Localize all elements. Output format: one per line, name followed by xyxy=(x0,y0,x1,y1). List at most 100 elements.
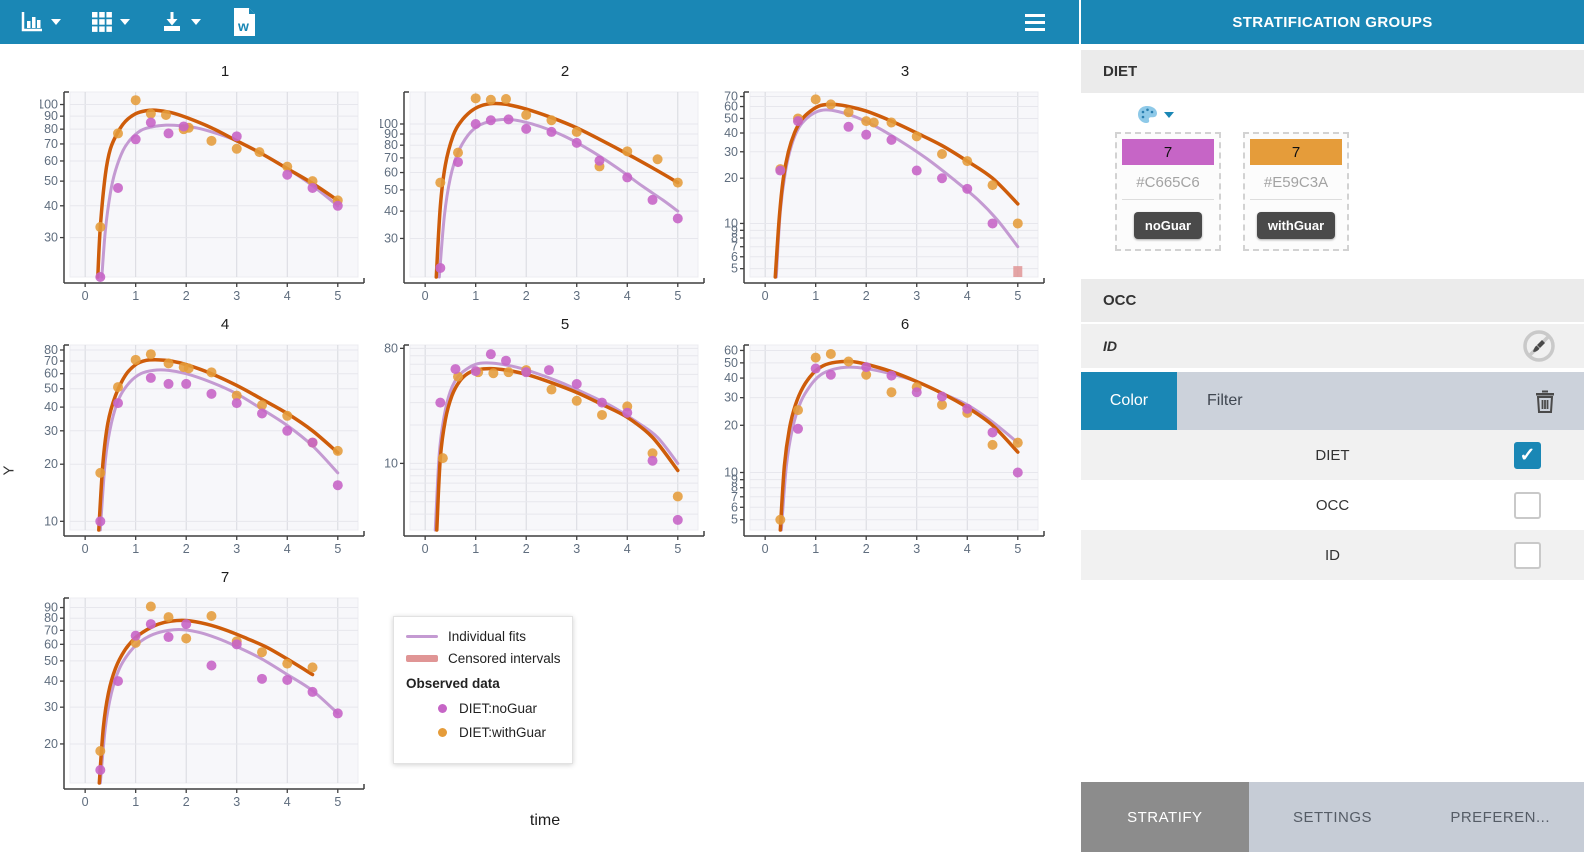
no-color-icon[interactable] xyxy=(1520,327,1558,365)
observed-withGuar xyxy=(95,95,343,233)
svg-text:60: 60 xyxy=(384,166,398,180)
trash-icon[interactable] xyxy=(1534,389,1556,413)
grid xyxy=(750,92,1038,277)
svg-text:80: 80 xyxy=(44,122,58,136)
chevron-down-icon xyxy=(191,19,201,25)
plot-legend: Individual fits Censored intervals Obser… xyxy=(393,616,573,764)
svg-text:70: 70 xyxy=(44,137,58,151)
censored-interval-marker xyxy=(1013,266,1023,277)
subplot-1: 1 30 40 50 60 70 80 90 100 0 1 2 3 4 5 xyxy=(37,56,380,309)
export-menu[interactable] xyxy=(160,11,201,33)
download-icon xyxy=(164,12,180,31)
plot-canvas[interactable]: 10 80 0 1 2 3 4 5 xyxy=(380,341,710,556)
group-label-button-noGuar[interactable]: noGuar xyxy=(1133,212,1203,239)
chevron-down-icon xyxy=(120,19,130,25)
legend-group-noGuar: DIET:noGuar xyxy=(438,701,562,716)
svg-text:5: 5 xyxy=(334,542,341,556)
plot-toolbar: w xyxy=(0,0,1079,44)
svg-text:5: 5 xyxy=(674,542,681,556)
word-export-button[interactable]: w xyxy=(231,7,257,37)
svg-text:50: 50 xyxy=(44,654,58,668)
menu-icon[interactable] xyxy=(1025,13,1045,31)
svg-text:8: 8 xyxy=(731,231,738,245)
svg-text:3: 3 xyxy=(233,542,240,556)
svg-text:7: 7 xyxy=(731,240,738,254)
svg-text:0: 0 xyxy=(82,542,89,556)
fit-curve-withGuar xyxy=(97,358,340,532)
group-label-button-withGuar[interactable]: withGuar xyxy=(1256,212,1336,239)
svg-text:10: 10 xyxy=(44,514,58,528)
observed-noGuar xyxy=(435,114,683,273)
svg-text:7: 7 xyxy=(731,490,738,504)
svg-text:4: 4 xyxy=(284,289,291,303)
svg-text:0: 0 xyxy=(82,289,89,303)
section-diet[interactable]: DIET xyxy=(1081,50,1584,93)
subplot-title: 5 xyxy=(560,316,570,333)
subplot-6: 6 5 6 7 8 9 10 20 30 40 50 60 0 1 2 3 4 5 xyxy=(720,309,1060,562)
svg-text:40: 40 xyxy=(724,371,738,385)
group-color-swatch[interactable]: 7 xyxy=(1122,139,1214,165)
chevron-down-icon xyxy=(1164,111,1174,118)
svg-text:5: 5 xyxy=(731,513,738,527)
bar-chart-icon xyxy=(21,12,42,32)
checkbox-diet[interactable] xyxy=(1514,441,1541,469)
svg-text:0: 0 xyxy=(762,542,769,556)
checkbox-id[interactable] xyxy=(1514,541,1541,569)
y-axis-label: Y xyxy=(0,465,18,476)
observed-noGuar xyxy=(435,349,683,525)
chart-type-menu[interactable] xyxy=(20,11,61,33)
svg-text:30: 30 xyxy=(384,231,398,245)
svg-text:9: 9 xyxy=(731,223,738,237)
observed-withGuar xyxy=(95,601,318,757)
chevron-down-icon xyxy=(51,19,61,25)
svg-text:50: 50 xyxy=(44,174,58,188)
layout-menu[interactable] xyxy=(91,11,130,33)
subplot-grid: 1 30 40 50 60 70 80 90 100 0 1 2 3 4 5 2 30 40 50 60 70 80 90 1… xyxy=(37,56,1060,815)
svg-text:4: 4 xyxy=(964,289,971,303)
subplot-title: 2 xyxy=(560,63,570,80)
group-card-withGuar: 7 #E59C3A withGuar xyxy=(1243,132,1349,251)
group-color-swatch[interactable]: 7 xyxy=(1250,139,1342,165)
section-id[interactable]: ID xyxy=(1081,324,1584,368)
svg-text:1: 1 xyxy=(132,542,139,556)
section-occ[interactable]: OCC xyxy=(1081,279,1584,322)
legend-individual-fits: Individual fits xyxy=(406,629,562,644)
subplot-title: 6 xyxy=(900,316,910,333)
svg-text:40: 40 xyxy=(384,204,398,218)
tab-settings[interactable]: SETTINGS xyxy=(1293,808,1373,826)
stratify-row-diet: DIET xyxy=(1081,430,1584,480)
svg-text:2: 2 xyxy=(863,542,870,556)
tab-filter[interactable]: Filter xyxy=(1207,392,1243,409)
svg-text:20: 20 xyxy=(724,171,738,185)
color-filter-tabs: Color Filter xyxy=(1081,372,1584,430)
svg-text:80: 80 xyxy=(44,611,58,625)
svg-text:100: 100 xyxy=(380,117,398,131)
palette-menu[interactable] xyxy=(1081,93,1584,128)
svg-text:30: 30 xyxy=(724,145,738,159)
svg-text:0: 0 xyxy=(82,795,89,809)
svg-text:6: 6 xyxy=(731,250,738,264)
tab-preferences[interactable]: PREFEREN... xyxy=(1450,808,1551,826)
subplot-title: 1 xyxy=(220,63,230,80)
svg-text:50: 50 xyxy=(384,183,398,197)
svg-text:2: 2 xyxy=(183,289,190,303)
svg-text:40: 40 xyxy=(44,199,58,213)
subplot-title: 4 xyxy=(220,316,230,333)
stratification-panel: STRATIFICATION GROUPS DIET 7 #C665C6 noG… xyxy=(1079,0,1584,852)
svg-text:90: 90 xyxy=(384,127,398,141)
tab-color[interactable]: Color xyxy=(1081,372,1177,430)
group-card-noGuar: 7 #C665C6 noGuar xyxy=(1115,132,1221,251)
observed-noGuar xyxy=(775,116,998,229)
tab-stratify[interactable]: STRATIFY xyxy=(1081,782,1249,852)
checkbox-occ[interactable] xyxy=(1514,491,1541,519)
